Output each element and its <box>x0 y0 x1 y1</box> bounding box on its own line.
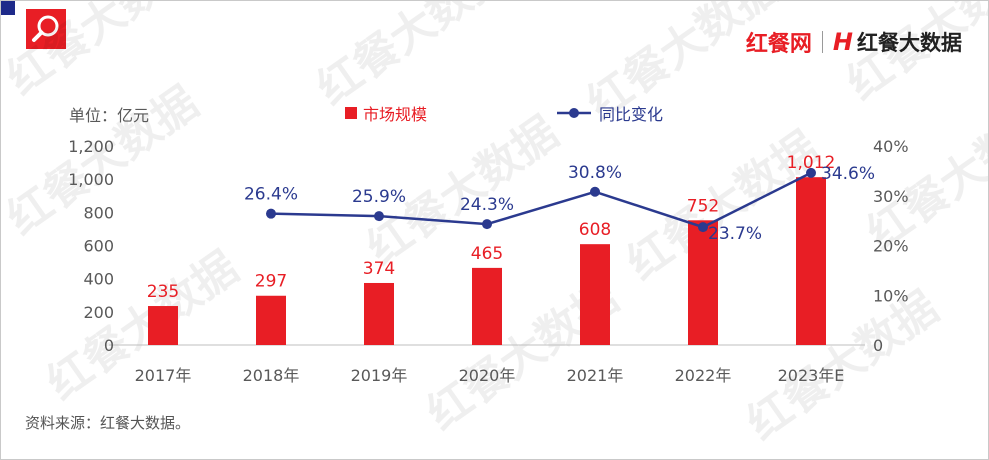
watermark-text: 红餐大数据 <box>308 1 517 115</box>
legend-line-marker <box>569 108 579 118</box>
corner-accent <box>1 1 15 15</box>
y-right-tick-label: 30% <box>873 187 909 206</box>
logo-hongcan-data-text: 红餐大数据 <box>857 31 962 55</box>
y-right-tick-label: 10% <box>873 286 909 305</box>
logo-hongcan-data: H 红餐大数据 <box>833 27 962 57</box>
line-value-label: 24.3% <box>460 195 514 215</box>
line-value-label: 34.6% <box>821 164 875 184</box>
bar <box>580 244 610 345</box>
x-tick-label: 2021年 <box>567 366 624 385</box>
y-left-tick-label: 1,200 <box>68 137 114 156</box>
logo-h-mark: H <box>832 28 853 56</box>
bar <box>148 306 178 345</box>
data-labels: 235 297 374 465 608 752 1,012 26.4% 25.9% 24.3% 30… <box>147 153 875 302</box>
bar-value-label: 608 <box>579 220 611 240</box>
y-right-tick-label: 20% <box>873 237 909 256</box>
bar-value-label: 374 <box>363 259 395 279</box>
line-value-label: 30.8% <box>568 163 622 183</box>
line-value-label: 25.9% <box>352 187 406 207</box>
line-point <box>374 211 384 222</box>
y-left-tick-label: 1,000 <box>68 170 114 189</box>
bar-value-label: 1,012 <box>787 153 836 173</box>
bar <box>796 177 826 345</box>
bar <box>472 267 502 345</box>
bar <box>688 220 718 345</box>
brand-logos: 红餐网 H 红餐大数据 <box>746 27 962 57</box>
y-left-tick-label: 200 <box>83 303 114 322</box>
y-left-tick-label: 400 <box>83 270 114 289</box>
logo-hongcan: 红餐网 <box>745 32 812 57</box>
line-point <box>698 222 708 233</box>
line-point <box>266 208 276 219</box>
x-tick-label: 2019年 <box>351 366 408 385</box>
bar <box>364 282 394 345</box>
line-point <box>482 219 492 230</box>
x-tick-label: 2020年 <box>459 366 516 385</box>
y-right-tick-label: 0 <box>873 336 883 355</box>
line-point <box>806 167 816 178</box>
legend: 市场规模 同比变化 <box>345 105 663 124</box>
x-tick-label: 2022年 <box>675 366 732 385</box>
line-value-label: 26.4% <box>244 185 298 205</box>
logo-divider <box>821 31 823 53</box>
yoy-line <box>270 171 812 229</box>
y-left-tick-label: 600 <box>83 237 114 256</box>
bar <box>256 295 286 345</box>
y-left-tick-label: 0 <box>104 336 114 355</box>
bar-value-label: 752 <box>687 196 719 216</box>
bar-value-label: 465 <box>471 244 503 264</box>
magnifier-icon <box>32 15 59 42</box>
x-tick-label: 2017年 <box>135 366 192 385</box>
x-tick-label: 2018年 <box>243 366 300 385</box>
line-value-label: 23.7% <box>708 224 762 244</box>
line-series <box>266 167 816 233</box>
bar-series <box>148 177 826 345</box>
search-badge <box>26 9 66 49</box>
watermark-text: 红餐大数据 <box>858 92 988 260</box>
unit-label: 单位：亿元 <box>69 106 149 125</box>
bar-value-label: 297 <box>255 272 287 292</box>
legend-bar-swatch <box>345 107 357 119</box>
x-tick-label: 2023年E <box>778 366 845 385</box>
legend-line-label: 同比变化 <box>599 105 663 124</box>
bar-value-label: 235 <box>147 282 179 302</box>
y-right-tick-label: 40% <box>873 137 909 156</box>
legend-bar-label: 市场规模 <box>363 105 427 124</box>
watermark-text: 红餐大数据 <box>838 1 988 110</box>
line-point <box>590 186 600 197</box>
y-left-tick-label: 800 <box>83 203 114 222</box>
source-note: 资料来源：红餐大数据。 <box>25 414 191 432</box>
